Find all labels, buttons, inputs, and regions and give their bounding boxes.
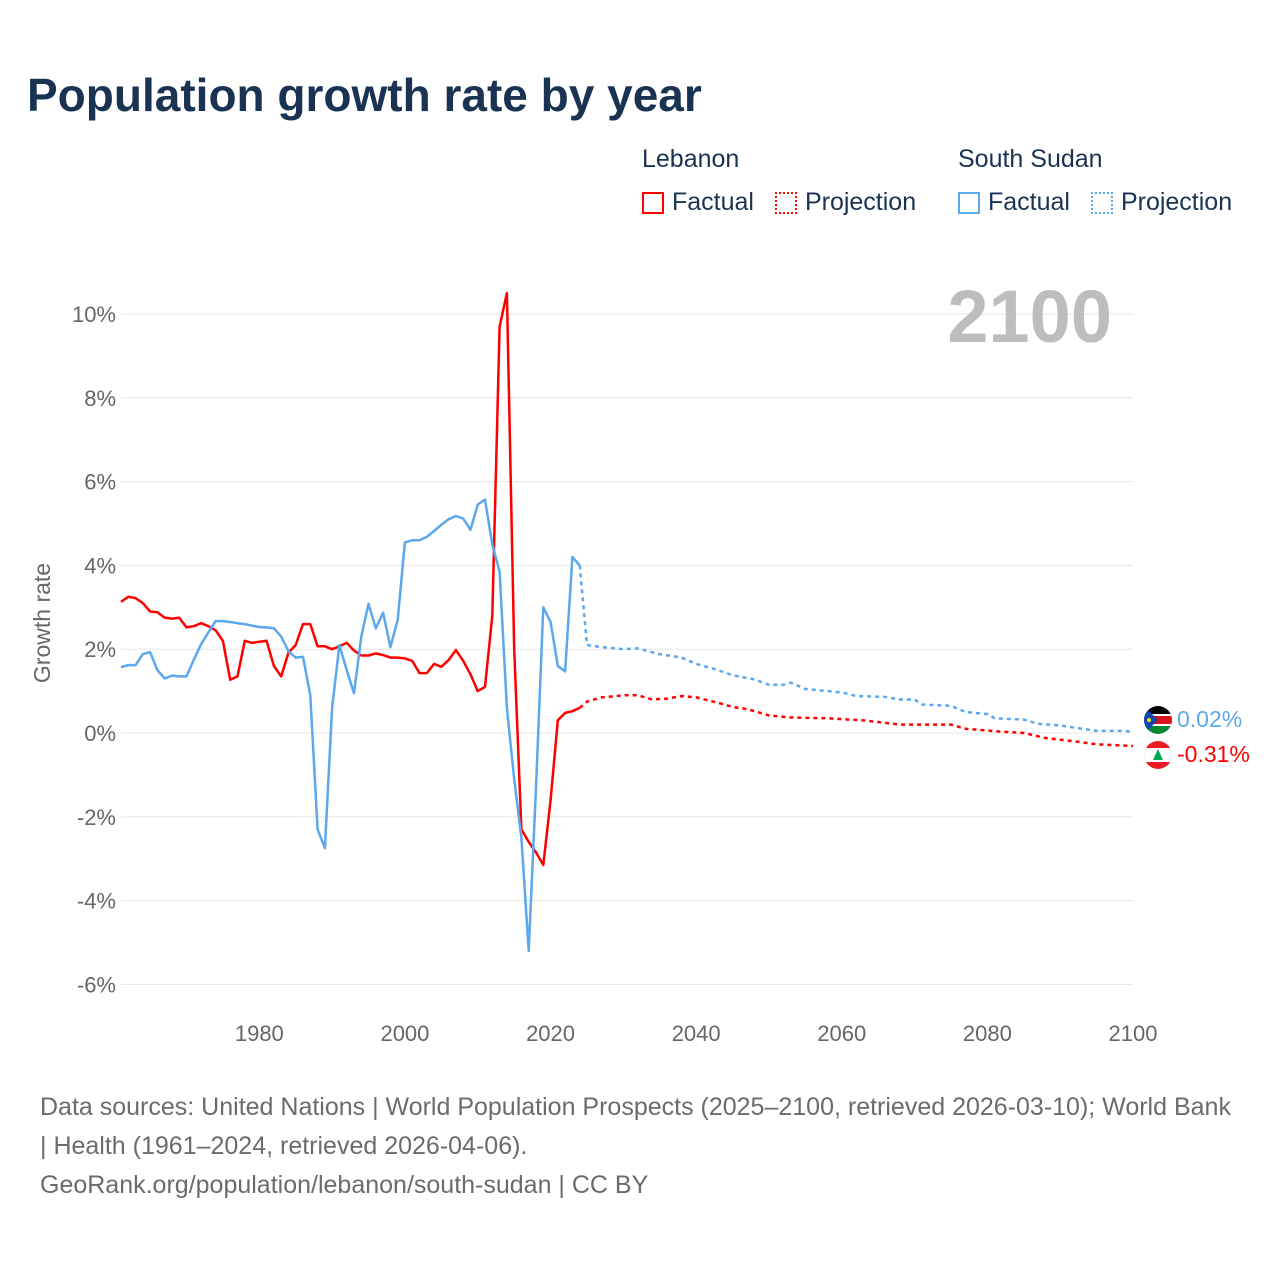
- y-tick-label: 6%: [84, 470, 116, 495]
- chart-title: Population growth rate by year: [27, 69, 702, 121]
- credit-link[interactable]: GeoRank.org/population/lebanon/south-sud…: [40, 1171, 649, 1199]
- legend-south-sudan-factual[interactable]: Factual: [958, 188, 1070, 217]
- y-tick-label: 2%: [84, 637, 116, 662]
- legend-country: South Sudan: [958, 145, 1103, 173]
- y-tick-label: -2%: [77, 805, 116, 830]
- y-tick-label: 4%: [84, 553, 116, 578]
- swatch-solid-icon: [958, 191, 980, 214]
- x-tick-label: 2100: [1109, 1021, 1158, 1046]
- line-chart: -6% -4% -2% 0% 2% 4% 6% 8% 10% 1980 2000 2020 2040 20…: [29, 275, 1250, 1046]
- lebanon-factual-line: [120, 291, 581, 867]
- legend-south-sudan: South Sudan Factual Projection: [958, 145, 1246, 221]
- y-tick-label: -4%: [77, 889, 116, 914]
- x-tick-label: 2060: [817, 1021, 866, 1046]
- lebanon-projection-line: [578, 694, 1134, 748]
- legend-lebanon-factual[interactable]: Factual: [642, 188, 754, 217]
- legend-label: Projection: [1120, 188, 1233, 216]
- legend-label: Factual: [988, 188, 1070, 216]
- lebanon-flag-icon: [1144, 741, 1172, 769]
- y-tick-label: 8%: [84, 386, 116, 411]
- x-tick-label: 2020: [526, 1021, 575, 1046]
- y-tick-label: 10%: [72, 302, 116, 327]
- legend-lebanon-projection[interactable]: Projection: [774, 188, 917, 217]
- y-tick-label: -6%: [77, 972, 116, 997]
- south-sudan-projection-line: [578, 565, 1134, 734]
- legend-country: Lebanon: [642, 145, 740, 173]
- legend-lebanon: Lebanon Factual Projection: [642, 145, 930, 221]
- x-tick-label: 2000: [380, 1021, 429, 1046]
- data-sources: Data sources: United Nations | World Pop…: [40, 1093, 1231, 1160]
- swatch-solid-icon: [642, 191, 664, 214]
- swatch-dotted-icon: [774, 191, 797, 214]
- legend-label: Factual: [672, 188, 754, 216]
- x-tick-label: 2040: [672, 1021, 721, 1046]
- swatch-dotted-icon: [1090, 191, 1113, 214]
- legend-label: Projection: [804, 188, 917, 216]
- footer: Data sources: United Nations | World Pop…: [40, 1088, 1240, 1205]
- south-sudan-factual-line: [120, 498, 581, 953]
- y-axis-label: Growth rate: [29, 563, 55, 683]
- y-tick-label: 0%: [84, 721, 116, 746]
- south-sudan-flag-icon: [1144, 706, 1172, 734]
- x-tick-label: 1980: [235, 1021, 284, 1046]
- south-sudan-end-label: 0.02%: [1177, 706, 1242, 732]
- legend-south-sudan-projection[interactable]: Projection: [1090, 188, 1233, 217]
- year-label: 2100: [947, 275, 1112, 358]
- lebanon-end-label: -0.31%: [1177, 741, 1250, 767]
- x-tick-label: 2080: [963, 1021, 1012, 1046]
